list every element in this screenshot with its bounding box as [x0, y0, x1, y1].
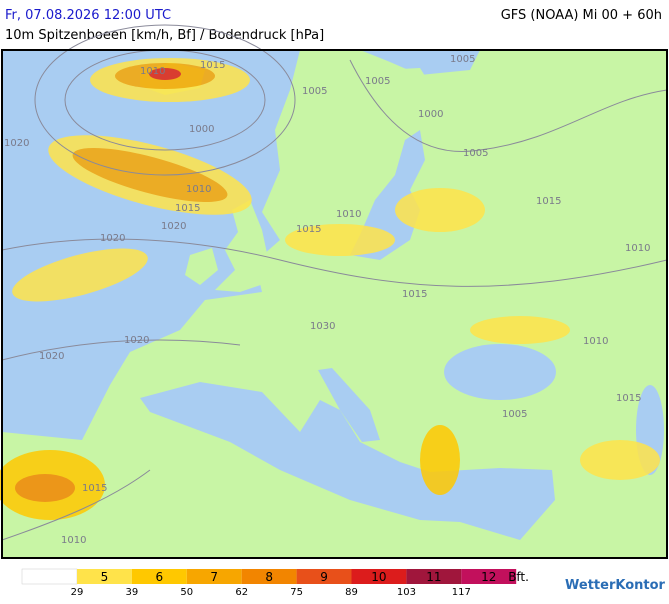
legend-kmh-label: 62 — [235, 587, 248, 598]
legend-bft-label: 6 — [156, 570, 164, 584]
legend-swatch — [461, 569, 517, 584]
legend-swatch — [77, 569, 132, 584]
ireland — [185, 248, 218, 285]
legend-kmh-label: 89 — [345, 587, 358, 598]
adriatic — [318, 368, 380, 442]
legend-kmh-label: 103 — [397, 587, 416, 598]
mediterranean — [140, 382, 555, 540]
legend-unit: Bft. — [508, 570, 529, 584]
legend-kmh-label: 29 — [71, 587, 84, 598]
isobar-label: 1010 — [140, 66, 165, 77]
isobar-label: 1005 — [302, 86, 327, 97]
isobar — [1, 238, 668, 287]
isobar-label: 1005 — [450, 54, 475, 65]
legend-kmh-label: 117 — [452, 587, 471, 598]
gust-area — [285, 224, 395, 256]
isobar-label: 1010 — [186, 184, 211, 195]
gust-area — [470, 316, 570, 344]
isobar-label: 1020 — [124, 335, 149, 346]
legend-kmh-label: 75 — [290, 587, 303, 598]
legend-bft-label: 5 — [101, 570, 109, 584]
gust-area — [15, 474, 75, 502]
arctic — [360, 50, 480, 75]
legend-bft-label: 9 — [320, 570, 328, 584]
gust-area — [12, 248, 148, 302]
legend-swatch — [241, 569, 297, 584]
scandinavia — [290, 68, 440, 232]
isobar-label: 1015 — [82, 483, 107, 494]
isobar-label: 1000 — [189, 124, 214, 135]
gust-area — [395, 188, 485, 232]
isobar-label: 1005 — [463, 148, 488, 159]
isobar — [349, 59, 668, 152]
legend-bft-label: 11 — [426, 570, 441, 584]
isobar — [1, 469, 151, 541]
legend-swatch — [296, 569, 352, 584]
isobar-label: 1020 — [100, 233, 125, 244]
isobar-label: 1010 — [625, 243, 650, 254]
isobar-label: 1030 — [310, 321, 335, 332]
isobar-label: 1020 — [161, 221, 186, 232]
isobar-label: 1010 — [336, 209, 361, 220]
map-frame — [1, 49, 668, 559]
valid-time: Fr, 07.08.2026 12:00 UTC — [5, 8, 171, 23]
legend-bft-label: 10 — [371, 570, 386, 584]
legend-bft-label: 7 — [210, 570, 218, 584]
black-sea — [444, 344, 556, 400]
gust-area — [420, 425, 460, 495]
britain — [215, 200, 275, 292]
legend-swatch-calm — [21, 568, 78, 585]
legend-swatch — [351, 569, 407, 584]
isobar-label: 1010 — [583, 336, 608, 347]
isobar-label: 1015 — [296, 224, 321, 235]
gust-area — [580, 440, 660, 480]
isobar-label: 1000 — [418, 109, 443, 120]
isobar-label: 1015 — [175, 203, 200, 214]
legend-bft-label: 12 — [481, 570, 496, 584]
map: 1010 1015 1005 1005 1005 1000 1000 1020 … — [0, 24, 668, 559]
brand: WetterKontor — [565, 578, 666, 593]
isobar-label: 1010 — [61, 535, 86, 546]
isobar — [1, 339, 241, 361]
legend: 5 6 7 8 9 10 11 12 Bft.29 39 50 62 75 89 103 117 — [21, 568, 529, 598]
isobars — [1, 24, 668, 541]
isobar-label: 1015 — [536, 196, 561, 207]
isobar-label: 1005 — [502, 409, 527, 420]
isobar — [34, 24, 296, 176]
isobar-label: 1005 — [365, 76, 390, 87]
isobar-label: 1015 — [616, 393, 641, 404]
isobar-label: 1015 — [402, 289, 427, 300]
gust-area — [149, 68, 181, 80]
legend-swatch — [406, 569, 462, 584]
model-run: GFS (NOAA) Mi 00 + 60h — [501, 8, 662, 23]
legend-swatch — [131, 569, 187, 584]
map-subtitle: 10m Spitzenboeen [km/h, Bf] / Bodendruck… — [5, 28, 324, 43]
isobar-label: 1020 — [39, 351, 64, 362]
legend-kmh-label: 39 — [126, 587, 139, 598]
isobar-labels: 1010 1015 1005 1005 1005 1000 1000 1020 … — [4, 54, 650, 546]
legend-bft-label: 8 — [265, 570, 273, 584]
legend-kmh-label: 50 — [180, 587, 193, 598]
isobar-label: 1020 — [4, 138, 29, 149]
legend-swatch — [186, 569, 242, 584]
isobar-label: 1015 — [200, 60, 225, 71]
